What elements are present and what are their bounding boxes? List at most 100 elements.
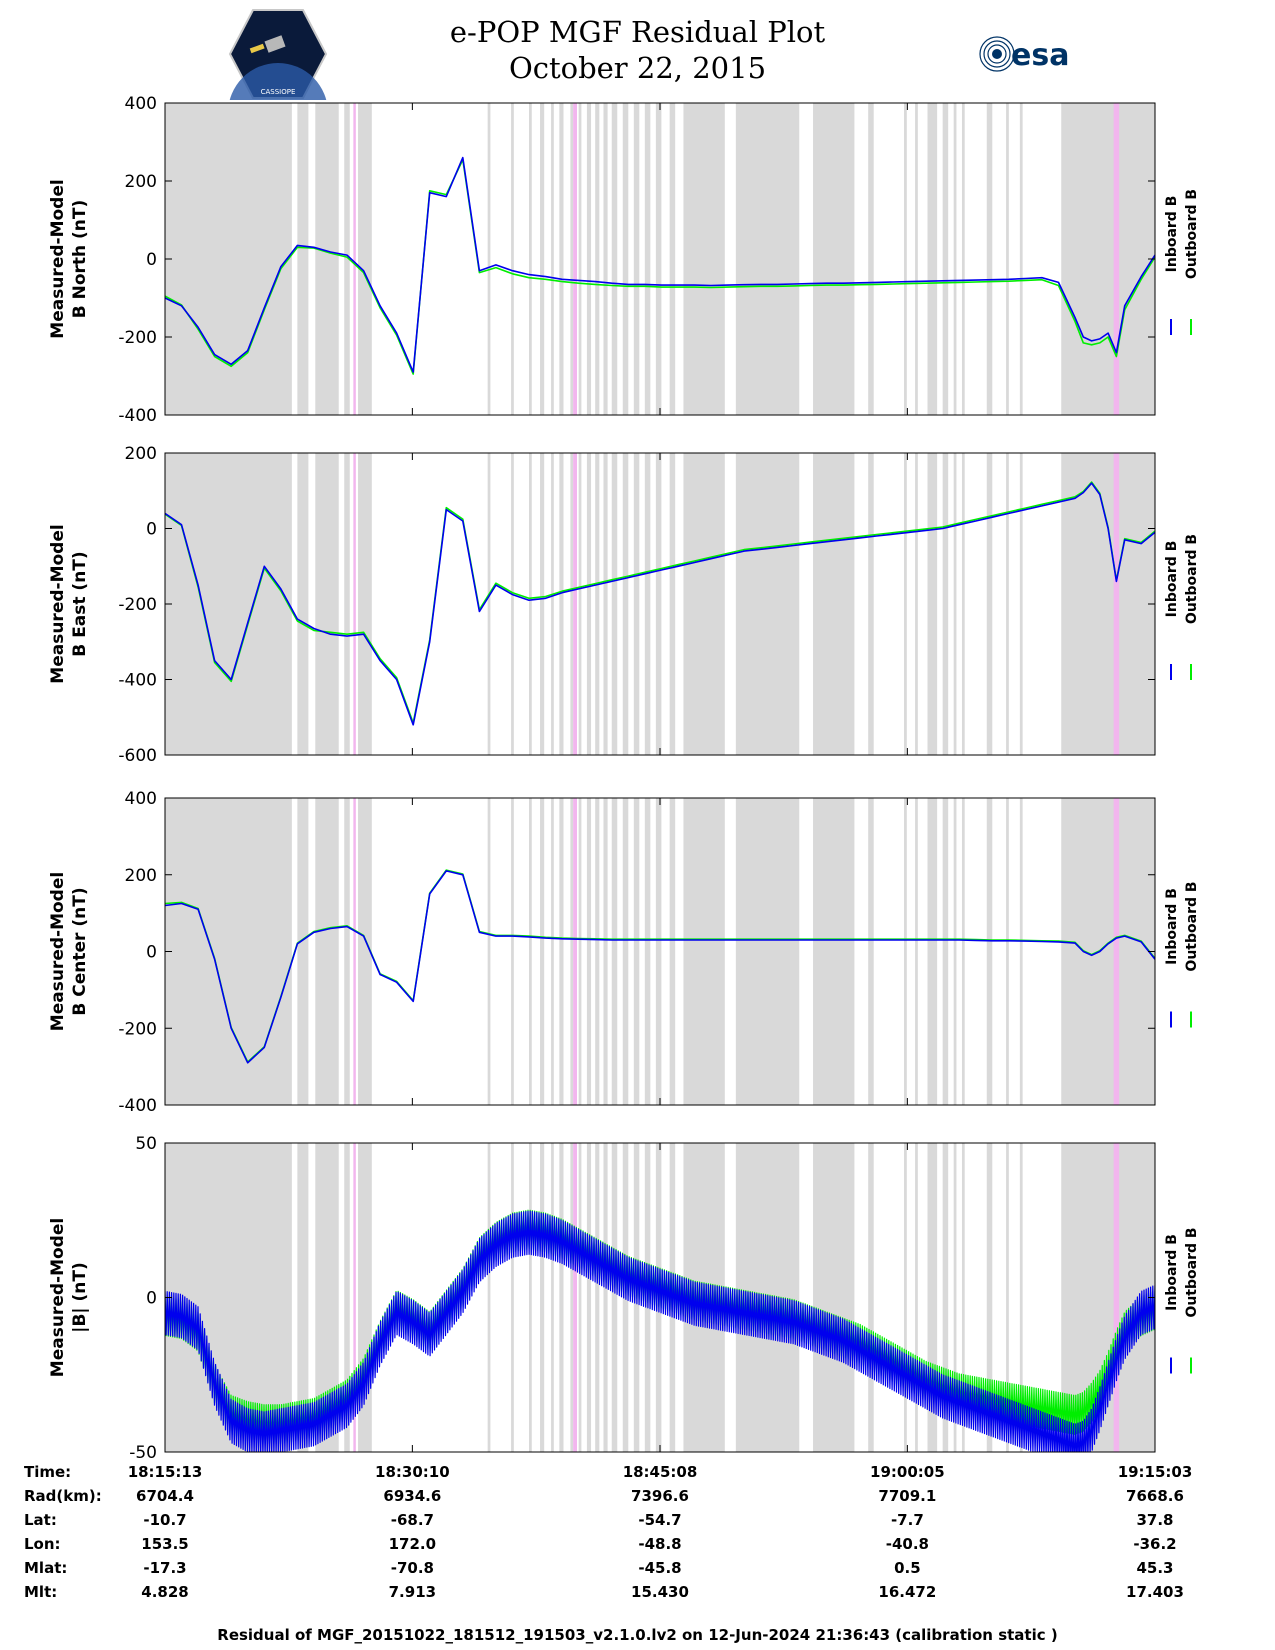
- gray-band: [927, 453, 938, 755]
- y-tick-label: -400: [118, 671, 157, 691]
- y-axis-label: Measured-Model |B| (nT): [48, 1218, 90, 1377]
- gray-band: [297, 453, 309, 755]
- gray-band: [644, 798, 651, 1105]
- gray-band: [633, 798, 640, 1105]
- legend-label-inboard: Inboard B: [1164, 541, 1180, 618]
- gray-band: [915, 103, 918, 415]
- ephemeris-cell: 15.430: [631, 1583, 689, 1601]
- gray-band: [655, 798, 662, 1105]
- cassiope-logo-text: CASSIOPE: [261, 88, 296, 96]
- ephemeris-cell: -40.8: [885, 1535, 929, 1553]
- gray-band: [297, 103, 309, 415]
- gray-band: [813, 798, 855, 1105]
- gray-band: [904, 1143, 907, 1452]
- gray-band: [344, 798, 350, 1105]
- gray-band: [551, 1143, 554, 1452]
- gray-band: [487, 798, 491, 1105]
- y-axis-label-line-2: B East (nT): [70, 551, 90, 656]
- shading-bands: [165, 453, 1155, 755]
- gray-band: [611, 1143, 618, 1452]
- ephemeris-row: Mlt: 4.828 7.913 15.430 16.472 17.403: [0, 1583, 1275, 1607]
- y-tick-label: 400: [125, 94, 157, 114]
- ephemeris-row-label: Rad(km):: [24, 1487, 102, 1505]
- gray-band: [986, 798, 993, 1105]
- solar-panel-icon: [249, 43, 265, 54]
- gray-band: [511, 453, 514, 755]
- panel-north: -400 -200 0 200 400 Measured-Model B North (nT…: [48, 94, 1200, 426]
- gray-band: [868, 1143, 874, 1452]
- series-group: [165, 1209, 1155, 1452]
- gray-band: [904, 453, 907, 755]
- gray-band: [315, 453, 339, 755]
- y-tick-label: 0: [146, 943, 157, 963]
- series-line-inboard: [165, 1210, 1155, 1452]
- series-group: [165, 156, 1155, 375]
- gray-band: [1006, 1143, 1009, 1452]
- cassiope-logo: CASSIOPE: [228, 9, 328, 100]
- gray-band: [904, 103, 907, 415]
- ephemeris-row: Time: 18:15:13 18:30:10 18:45:08 19:00:05 19:…: [0, 1463, 1275, 1487]
- pink-band: [353, 103, 356, 415]
- gray-band: [603, 798, 608, 1105]
- y-axis-label-line-1: Measured-Model: [48, 524, 68, 683]
- gray-band: [344, 1143, 350, 1452]
- gray-band: [1061, 453, 1155, 755]
- ephemeris-table: Time: 18:15:13 18:30:10 18:45:08 19:00:05 19:…: [0, 1463, 1275, 1623]
- esa-swirl-icon: [979, 36, 1015, 72]
- ephemeris-cell: 153.5: [141, 1535, 189, 1553]
- ephemeris-cell: -68.7: [390, 1511, 434, 1529]
- gray-band: [735, 453, 800, 755]
- gray-band: [927, 1143, 938, 1452]
- series-group: [165, 869, 1155, 1064]
- gray-band: [358, 798, 372, 1105]
- gray-band: [1019, 798, 1023, 1105]
- gray-band: [961, 103, 965, 415]
- gray-band: [586, 103, 592, 415]
- gray-band: [961, 1143, 965, 1452]
- gray-band: [942, 798, 949, 1105]
- gray-band: [570, 798, 574, 1105]
- ephemeris-cell: 172.0: [388, 1535, 437, 1553]
- gray-band: [927, 798, 938, 1105]
- pink-band: [573, 1143, 577, 1452]
- gray-band: [942, 1143, 949, 1452]
- legend-label-inboard: Inboard B: [1164, 888, 1180, 965]
- y-tick-label: 400: [125, 789, 157, 809]
- ephemeris-cell: 16.472: [878, 1583, 937, 1601]
- ephemeris-cell: 17.403: [1126, 1583, 1184, 1601]
- gray-band: [669, 798, 676, 1105]
- y-tick-label: 200: [125, 444, 157, 464]
- gray-band: [1061, 103, 1155, 415]
- pink-band: [353, 798, 356, 1105]
- gray-band: [961, 453, 965, 755]
- y-tick-label: 200: [125, 172, 157, 192]
- gray-band: [315, 103, 339, 415]
- ephemeris-cell: 18:15:13: [127, 1463, 203, 1481]
- legend-label-inboard: Inboard B: [1164, 196, 1180, 273]
- gray-band: [1061, 798, 1155, 1105]
- ephemeris-cell: -17.3: [143, 1559, 187, 1577]
- footer-caption: Residual of MGF_20151022_181512_191503_v…: [217, 1626, 1058, 1644]
- gray-band: [551, 798, 554, 1105]
- y-axis-label-line-2: |B| (nT): [70, 1262, 90, 1333]
- y-tick-label: -400: [118, 1096, 157, 1116]
- gray-band: [529, 453, 532, 755]
- gray-band: [953, 103, 957, 415]
- pink-band: [353, 1143, 356, 1452]
- gray-band: [622, 103, 629, 415]
- gray-band: [683, 103, 725, 415]
- gray-band: [358, 453, 372, 755]
- gray-band: [644, 103, 651, 415]
- pink-band: [1113, 1143, 1120, 1452]
- series-group: [165, 481, 1155, 726]
- y-tick-label: -200: [118, 328, 157, 348]
- gray-band: [165, 103, 292, 415]
- gray-band: [735, 798, 800, 1105]
- ephemeris-cell: 7668.6: [1126, 1487, 1184, 1505]
- gray-band: [551, 103, 554, 415]
- pink-band: [1113, 453, 1120, 755]
- ephemeris-cell: 18:30:10: [375, 1463, 450, 1481]
- ephemeris-cell: 6934.6: [383, 1487, 442, 1505]
- gray-band: [570, 103, 574, 415]
- legend-label-outboard: Outboard B: [1184, 534, 1200, 624]
